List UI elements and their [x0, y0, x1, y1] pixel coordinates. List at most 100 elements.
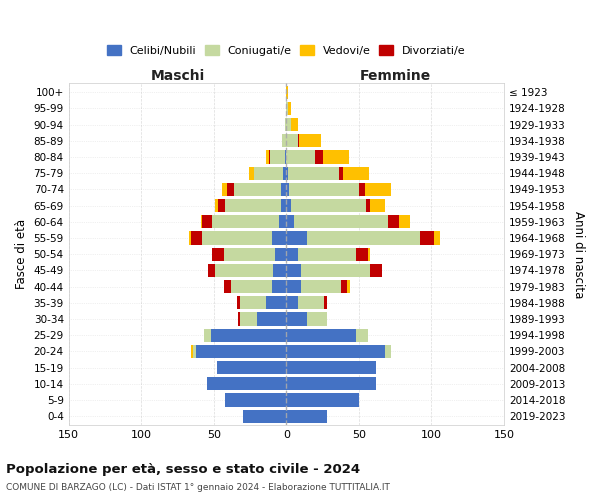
Bar: [366, 199, 370, 212]
Bar: [215, 199, 218, 212]
Bar: [286, 134, 298, 147]
Bar: [238, 312, 240, 326]
Bar: [226, 199, 281, 212]
Bar: [266, 296, 286, 310]
Bar: [323, 150, 349, 164]
Bar: [286, 312, 307, 326]
Bar: [388, 215, 400, 228]
Bar: [206, 377, 286, 390]
Bar: [240, 312, 257, 326]
Bar: [286, 328, 356, 342]
Bar: [285, 150, 286, 164]
Bar: [368, 248, 370, 261]
Bar: [370, 264, 382, 277]
Bar: [286, 361, 376, 374]
Bar: [202, 232, 272, 244]
Bar: [240, 296, 266, 310]
Bar: [370, 199, 385, 212]
Bar: [286, 183, 289, 196]
Bar: [272, 232, 286, 244]
Bar: [224, 248, 275, 261]
Bar: [231, 280, 272, 293]
Bar: [217, 361, 286, 374]
Bar: [211, 328, 286, 342]
Bar: [286, 410, 327, 423]
Bar: [212, 215, 279, 228]
Bar: [299, 134, 321, 147]
Bar: [203, 328, 211, 342]
Bar: [290, 199, 366, 212]
Bar: [254, 166, 283, 180]
Bar: [286, 280, 301, 293]
Bar: [189, 232, 191, 244]
Text: COMUNE DI BARZAGO (LC) - Dati ISTAT 1° gennaio 2024 - Elaborazione TUTTITALIA.IT: COMUNE DI BARZAGO (LC) - Dati ISTAT 1° g…: [6, 484, 390, 492]
Bar: [400, 215, 410, 228]
Bar: [272, 280, 286, 293]
Bar: [271, 150, 285, 164]
Bar: [226, 394, 286, 406]
Bar: [269, 150, 271, 164]
Text: Maschi: Maschi: [151, 70, 205, 84]
Bar: [218, 199, 226, 212]
Bar: [338, 166, 343, 180]
Text: Popolazione per età, sesso e stato civile - 2024: Popolazione per età, sesso e stato civil…: [6, 462, 360, 475]
Bar: [286, 377, 376, 390]
Bar: [286, 118, 290, 132]
Bar: [275, 248, 286, 261]
Text: Femmine: Femmine: [359, 70, 431, 84]
Bar: [301, 280, 341, 293]
Bar: [434, 232, 440, 244]
Bar: [286, 166, 288, 180]
Bar: [343, 166, 369, 180]
Bar: [286, 264, 301, 277]
Bar: [283, 166, 286, 180]
Bar: [224, 280, 231, 293]
Bar: [212, 248, 224, 261]
Bar: [286, 394, 359, 406]
Bar: [286, 86, 288, 99]
Bar: [243, 410, 286, 423]
Bar: [289, 183, 359, 196]
Bar: [286, 248, 298, 261]
Bar: [266, 150, 269, 164]
Bar: [301, 264, 370, 277]
Bar: [237, 296, 240, 310]
Bar: [385, 345, 391, 358]
Bar: [341, 280, 347, 293]
Bar: [215, 264, 273, 277]
Bar: [285, 118, 286, 132]
Bar: [248, 166, 254, 180]
Bar: [298, 296, 324, 310]
Bar: [286, 232, 307, 244]
Bar: [298, 134, 299, 147]
Bar: [293, 215, 388, 228]
Y-axis label: Fasce di età: Fasce di età: [15, 219, 28, 290]
Bar: [324, 296, 327, 310]
Bar: [281, 183, 286, 196]
Bar: [193, 345, 196, 358]
Bar: [307, 312, 327, 326]
Bar: [347, 280, 350, 293]
Bar: [257, 312, 286, 326]
Bar: [281, 199, 286, 212]
Bar: [288, 166, 338, 180]
Bar: [365, 183, 391, 196]
Bar: [223, 183, 227, 196]
Bar: [273, 264, 286, 277]
Legend: Celibi/Nubili, Coniugati/e, Vedovi/e, Divorziati/e: Celibi/Nubili, Coniugati/e, Vedovi/e, Di…: [103, 41, 470, 60]
Bar: [290, 118, 298, 132]
Bar: [286, 215, 293, 228]
Bar: [234, 183, 281, 196]
Bar: [307, 232, 420, 244]
Bar: [356, 328, 368, 342]
Bar: [288, 102, 290, 115]
Bar: [196, 345, 286, 358]
Bar: [279, 215, 286, 228]
Bar: [201, 215, 202, 228]
Bar: [316, 150, 323, 164]
Bar: [191, 232, 202, 244]
Bar: [202, 215, 212, 228]
Bar: [420, 232, 434, 244]
Bar: [286, 296, 298, 310]
Bar: [286, 150, 316, 164]
